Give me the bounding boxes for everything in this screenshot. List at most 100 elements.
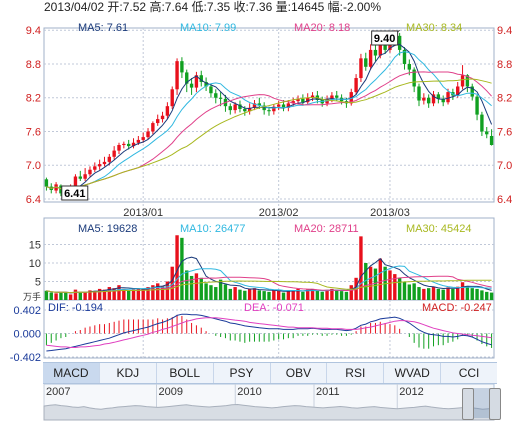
volume-bar	[475, 288, 479, 300]
volume-bar	[97, 288, 102, 300]
volume-bar	[436, 288, 441, 300]
candle-body	[204, 81, 208, 87]
volume-bar	[88, 290, 92, 300]
volume-bar	[233, 287, 237, 300]
tab-kdj[interactable]: KDJ	[100, 363, 157, 383]
macd-tick: -0.402	[10, 352, 41, 362]
candle-body	[257, 103, 262, 106]
tab-boll[interactable]: BOLL	[157, 363, 214, 383]
quote-summary: 2013/04/02 开:7.52 高:7.64 低:7.35 收:7.36 量…	[44, 0, 514, 14]
candle-body	[78, 176, 82, 179]
macd-legend-dif: DIF: -0.194	[48, 302, 103, 314]
candle-body	[151, 123, 155, 132]
candle-body	[470, 86, 474, 97]
volume-bar	[83, 292, 87, 300]
price-tick-left: 6.4	[26, 194, 41, 206]
candle-body	[218, 97, 223, 99]
price-ma20-line	[46, 71, 492, 191]
volume-tick: 10	[29, 258, 41, 270]
volume-bar	[359, 236, 363, 300]
open-label: 开:	[107, 0, 123, 14]
candle-body	[306, 97, 310, 103]
volume-bar	[218, 279, 223, 300]
candle-body	[267, 110, 271, 112]
candle-body	[107, 156, 112, 162]
volume-bar	[320, 291, 324, 300]
volume-bar	[160, 285, 165, 300]
macd-dea-line	[46, 317, 492, 348]
price-legend-ma30: MA30: 8.34	[406, 22, 462, 34]
volume-bar	[325, 290, 329, 300]
candle-body	[388, 41, 392, 50]
volume-bar	[238, 289, 242, 300]
low-value: 7.35	[206, 0, 231, 14]
volume-bar	[456, 286, 460, 300]
timeline-year-label: 2009	[159, 386, 183, 398]
macd-tick: 0.402	[13, 305, 41, 317]
candle-body	[460, 75, 465, 87]
volume-bar	[78, 291, 82, 300]
volume-ma10-line	[46, 265, 492, 294]
volume-bar	[426, 288, 431, 300]
candle-body	[417, 86, 421, 101]
timeline-year-label: 2011	[316, 386, 340, 398]
volume-bar	[373, 268, 378, 300]
volume-bar	[431, 286, 436, 300]
volume-bar	[107, 287, 112, 300]
volume-bar	[68, 294, 73, 300]
candle-body	[112, 150, 116, 157]
volume-bar	[344, 291, 349, 300]
volume-ma30-line	[46, 279, 492, 294]
candle-body	[368, 49, 373, 67]
price-ma10-line	[46, 51, 492, 191]
timeline-right-handle[interactable]	[489, 388, 501, 420]
candle-body	[136, 139, 141, 143]
volume-bar	[156, 283, 160, 300]
timeline-left-handle[interactable]	[462, 388, 474, 420]
volume-bar	[417, 287, 421, 300]
volume-bar	[451, 288, 455, 300]
price-ma5-line	[46, 43, 493, 191]
annotation-label: 6.41	[64, 188, 85, 200]
volume-bar	[243, 290, 247, 300]
volume-bar	[73, 289, 78, 300]
stock-chart[interactable]: 9.4 9.4 8.8 8.8 8.2 8.2 7.6 7.6 7.0 7.0 6.4 6.4 2013…	[0, 0, 516, 362]
macd-dif-line	[46, 313, 492, 352]
low-label: 低:	[191, 0, 207, 14]
annotation-box	[61, 185, 89, 201]
candle-body	[228, 106, 232, 111]
volume-bar	[489, 292, 494, 300]
candle-body	[359, 58, 363, 79]
volume-bar	[141, 288, 145, 300]
candle-body	[252, 103, 257, 108]
candle-body	[126, 143, 131, 147]
volume-bar	[146, 287, 150, 300]
candle-body	[160, 115, 165, 120]
candle-body	[354, 78, 358, 93]
candle-body	[281, 104, 286, 108]
tab-obv[interactable]: OBV	[271, 363, 328, 383]
volume-bar	[339, 291, 344, 300]
tab-rsi[interactable]: RSI	[327, 363, 385, 383]
tab-wvad[interactable]: WVAD	[384, 363, 442, 383]
volume-bar	[54, 293, 58, 300]
volume-bar	[165, 281, 170, 300]
candle-body	[93, 166, 97, 170]
candle-body	[170, 89, 174, 107]
tab-macd[interactable]: MACD	[43, 363, 100, 383]
candle-body	[373, 49, 378, 56]
volume-bar	[301, 291, 305, 300]
macd-tick: 0.000	[13, 329, 41, 341]
volume-tick: 5	[35, 277, 41, 289]
volume-bar	[315, 290, 320, 300]
candle-body	[97, 164, 102, 167]
volume-bar	[460, 282, 465, 300]
change-label: 幅:	[327, 0, 343, 14]
candle-body	[480, 114, 484, 132]
timeline-selection-window[interactable]	[470, 388, 492, 418]
volume-bar	[102, 289, 107, 300]
tab-psy[interactable]: PSY	[214, 363, 271, 383]
tab-cci[interactable]: CCI	[458, 366, 480, 380]
volume-bar	[330, 288, 334, 300]
volume-bar	[59, 291, 63, 300]
